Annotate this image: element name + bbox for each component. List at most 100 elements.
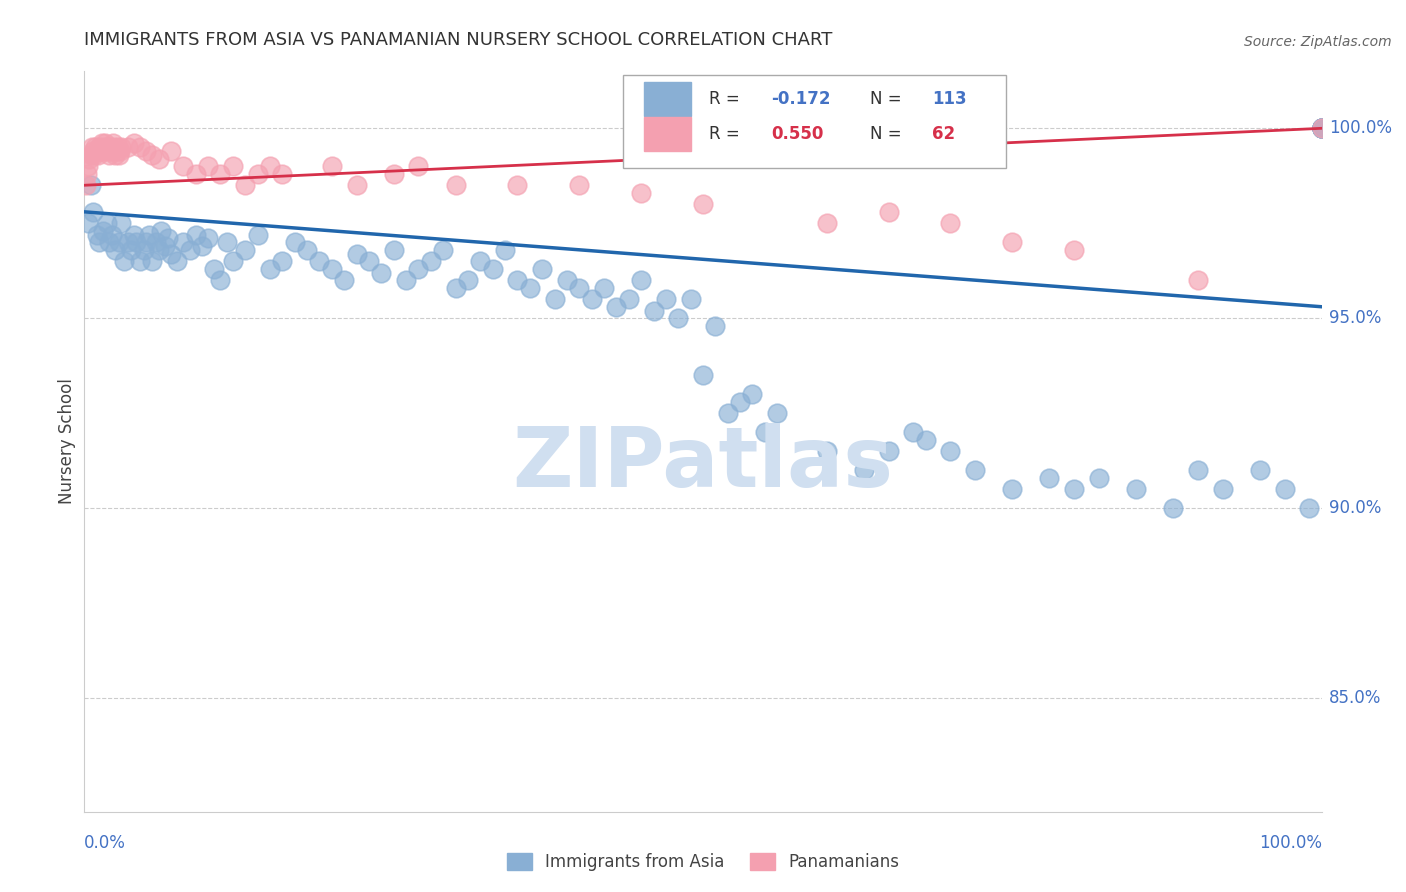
Point: [470, 254, 492, 268]
Point: [75, 178, 97, 193]
Point: [382, 167, 405, 181]
Text: N =: N =: [870, 90, 901, 109]
Y-axis label: Nursery School: Nursery School: [58, 378, 76, 505]
Point: [110, 216, 132, 230]
Point: [555, 273, 578, 287]
Point: [98, 148, 121, 162]
Point: [209, 273, 232, 287]
Point: [160, 144, 183, 158]
Point: [1310, 121, 1333, 136]
Bar: [644, 82, 690, 116]
Point: [172, 235, 194, 250]
Text: 100.0%: 100.0%: [1329, 120, 1392, 137]
Text: 85.0%: 85.0%: [1329, 689, 1381, 706]
Point: [506, 273, 529, 287]
Point: [1310, 121, 1333, 136]
Point: [630, 186, 652, 200]
Point: [1125, 482, 1147, 496]
Text: 113: 113: [932, 90, 966, 109]
Point: [1310, 121, 1333, 136]
Point: [914, 433, 936, 447]
Point: [308, 254, 330, 268]
Point: [110, 140, 132, 154]
Point: [877, 444, 900, 458]
Text: Source: ZipAtlas.com: Source: ZipAtlas.com: [1244, 35, 1392, 49]
Text: R =: R =: [709, 125, 740, 144]
Point: [91, 140, 114, 154]
Point: [457, 273, 479, 287]
Point: [172, 159, 194, 173]
Point: [568, 178, 591, 193]
Point: [939, 444, 962, 458]
Point: [233, 243, 256, 257]
Point: [184, 167, 207, 181]
Bar: [644, 117, 690, 151]
Point: [444, 281, 467, 295]
Point: [179, 243, 201, 257]
Text: 100.0%: 100.0%: [1258, 834, 1322, 852]
Point: [1310, 121, 1333, 136]
Point: [877, 204, 900, 219]
Point: [346, 246, 368, 260]
Point: [246, 167, 269, 181]
Point: [1310, 121, 1333, 136]
Point: [617, 292, 640, 306]
Point: [153, 239, 176, 253]
Point: [82, 204, 104, 219]
Point: [104, 148, 127, 162]
Point: [679, 292, 702, 306]
Point: [408, 261, 430, 276]
Point: [1310, 121, 1333, 136]
Point: [395, 273, 418, 287]
Point: [259, 159, 281, 173]
Point: [202, 261, 225, 276]
Point: [1310, 121, 1333, 136]
Point: [89, 140, 111, 154]
Point: [321, 159, 343, 173]
Text: 62: 62: [932, 125, 955, 144]
Point: [117, 235, 139, 250]
Point: [357, 254, 380, 268]
Point: [79, 178, 101, 193]
Point: [605, 300, 627, 314]
Point: [82, 144, 104, 158]
Point: [333, 273, 356, 287]
Point: [1310, 121, 1333, 136]
Point: [1310, 121, 1333, 136]
Point: [655, 292, 678, 306]
Point: [1310, 121, 1333, 136]
Point: [209, 167, 232, 181]
Point: [77, 216, 100, 230]
Point: [444, 178, 467, 193]
Point: [100, 144, 122, 158]
Point: [370, 266, 392, 280]
Point: [903, 425, 925, 439]
Point: [89, 144, 111, 158]
Point: [519, 281, 541, 295]
Point: [271, 254, 294, 268]
Point: [259, 261, 281, 276]
Point: [766, 406, 789, 420]
Point: [1038, 470, 1060, 484]
Point: [117, 140, 139, 154]
Point: [157, 231, 180, 245]
Point: [965, 463, 987, 477]
Point: [96, 140, 118, 154]
Point: [593, 281, 616, 295]
Point: [93, 144, 115, 158]
Point: [132, 243, 155, 257]
Point: [1063, 482, 1085, 496]
Point: [1088, 470, 1111, 484]
Point: [222, 254, 245, 268]
Point: [382, 243, 405, 257]
Point: [148, 152, 170, 166]
Point: [666, 311, 689, 326]
Point: [76, 167, 98, 181]
Text: IMMIGRANTS FROM ASIA VS PANAMANIAN NURSERY SCHOOL CORRELATION CHART: IMMIGRANTS FROM ASIA VS PANAMANIAN NURSE…: [84, 31, 832, 49]
Point: [754, 425, 776, 439]
Point: [141, 254, 163, 268]
Point: [141, 148, 163, 162]
Point: [295, 243, 318, 257]
Point: [481, 261, 503, 276]
Point: [1310, 121, 1333, 136]
